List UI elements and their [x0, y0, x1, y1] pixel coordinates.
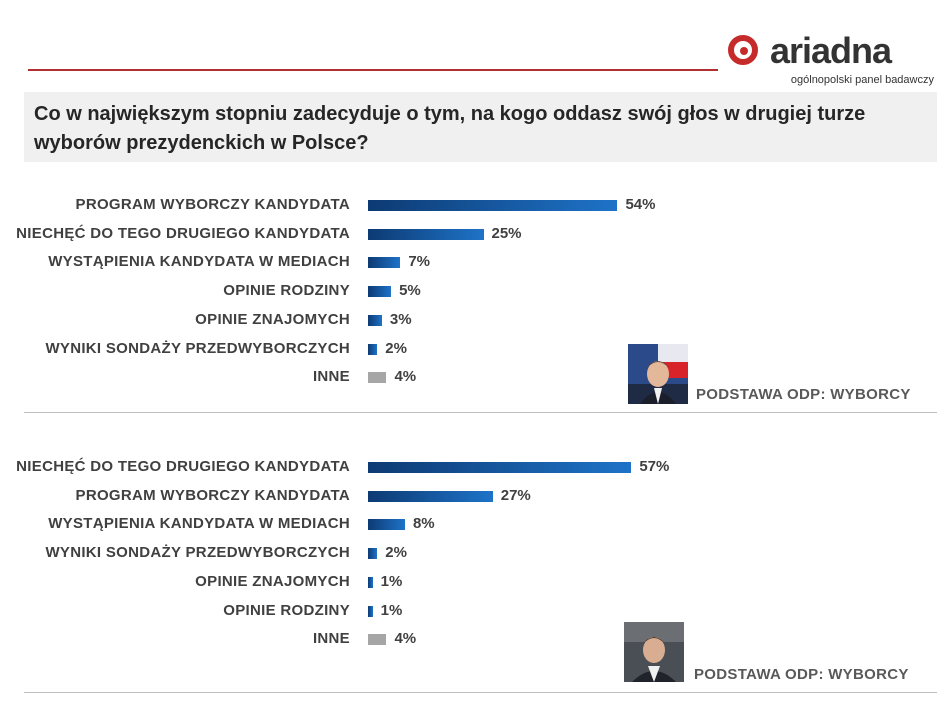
value-label: 27% [500, 487, 531, 504]
value-label: 57% [639, 458, 670, 475]
bar [368, 372, 387, 383]
value-label: 4% [394, 630, 417, 647]
category-label: WYNIKI SONDAŻY PRZEDWYBORCZYCH [45, 544, 350, 561]
category-label: OPINIE ZNAJOMYCH [195, 573, 350, 590]
header-rule [28, 69, 718, 71]
value-label: 1% [380, 573, 403, 590]
bar-row: INNE 4% [0, 366, 950, 388]
category-label: OPINIE ZNAJOMYCH [195, 311, 350, 328]
survey-question: Co w największym stopniu zadecyduje o ty… [24, 92, 937, 162]
bar [368, 548, 378, 559]
category-label: PROGRAM WYBORCZY KANDYDATA [75, 487, 350, 504]
value-label: 8% [412, 515, 435, 532]
value-label: 3% [389, 311, 412, 328]
bar-row: OPINIE RODZINY 5% [0, 280, 950, 302]
bar [368, 491, 493, 502]
value-label: 5% [399, 282, 421, 299]
logo-name: ariadna [770, 30, 892, 71]
category-label: INNE [312, 368, 350, 385]
bar-row: WYNIKI SONDAŻY PRZEDWYBORCZYCH 2% [0, 338, 950, 360]
category-label: INNE [312, 630, 350, 647]
bar [368, 257, 401, 268]
logo-subtitle: ogólnopolski panel badawczy [790, 74, 934, 86]
value-label: 54% [625, 196, 656, 213]
bar [368, 200, 618, 211]
value-label: 7% [408, 253, 431, 270]
bar-row: OPINIE ZNAJOMYCH 3% [0, 309, 950, 331]
value-label: 25% [491, 225, 522, 242]
bar-row: OPINIE RODZINY 1% [0, 600, 950, 622]
category-label: NIECHĘĆ DO TEGO DRUGIEGO KANDYDATA [16, 225, 350, 242]
bar [368, 286, 392, 297]
bar [368, 315, 382, 326]
section-divider [24, 412, 937, 413]
bar-row: WYSTĄPIENIA KANDYDATA W MEDIACH 7% [0, 251, 950, 273]
bar [368, 462, 632, 473]
bar-row: NIECHĘĆ DO TEGO DRUGIEGO KANDYDATA 57% [0, 456, 950, 478]
bar [368, 519, 405, 530]
chart-1-base-note: PODSTAWA ODP: WYBORCY [696, 386, 911, 403]
candidate-1-photo [628, 344, 688, 404]
candidate-2-photo [624, 622, 684, 682]
category-label: WYSTĄPIENIA KANDYDATA W MEDIACH [48, 253, 350, 270]
bar-row: WYNIKI SONDAŻY PRZEDWYBORCZYCH 2% [0, 542, 950, 564]
chart-2-base-note: PODSTAWA ODP: WYBORCY [694, 666, 909, 683]
bar-row: WYSTĄPIENIA KANDYDATA W MEDIACH 8% [0, 513, 950, 535]
value-label: 4% [394, 368, 417, 385]
category-label: OPINIE RODZINY [223, 602, 350, 619]
category-label: OPINIE RODZINY [223, 282, 350, 299]
logo-ring-icon [728, 35, 758, 65]
bar-row: INNE 4% [0, 628, 950, 650]
category-label: PROGRAM WYBORCZY KANDYDATA [75, 196, 350, 213]
bar [368, 344, 378, 355]
bottom-divider [24, 692, 937, 693]
category-label: WYSTĄPIENIA KANDYDATA W MEDIACH [48, 515, 350, 532]
value-label: 1% [380, 602, 403, 619]
ariadna-logo: ariadna ogólnopolski panel badawczy [726, 30, 936, 88]
bar-row: PROGRAM WYBORCZY KANDYDATA 27% [0, 485, 950, 507]
bar-row: PROGRAM WYBORCZY KANDYDATA 54% [0, 194, 950, 216]
category-label: NIECHĘĆ DO TEGO DRUGIEGO KANDYDATA [16, 458, 350, 475]
bar [368, 577, 373, 588]
category-label: WYNIKI SONDAŻY PRZEDWYBORCZYCH [45, 340, 350, 357]
bar-row: NIECHĘĆ DO TEGO DRUGIEGO KANDYDATA 25% [0, 223, 950, 245]
bar [368, 606, 373, 617]
value-label: 2% [385, 544, 407, 561]
bar [368, 229, 484, 240]
bar-row: OPINIE ZNAJOMYCH 1% [0, 571, 950, 593]
value-label: 2% [385, 340, 407, 357]
bar [368, 634, 387, 645]
